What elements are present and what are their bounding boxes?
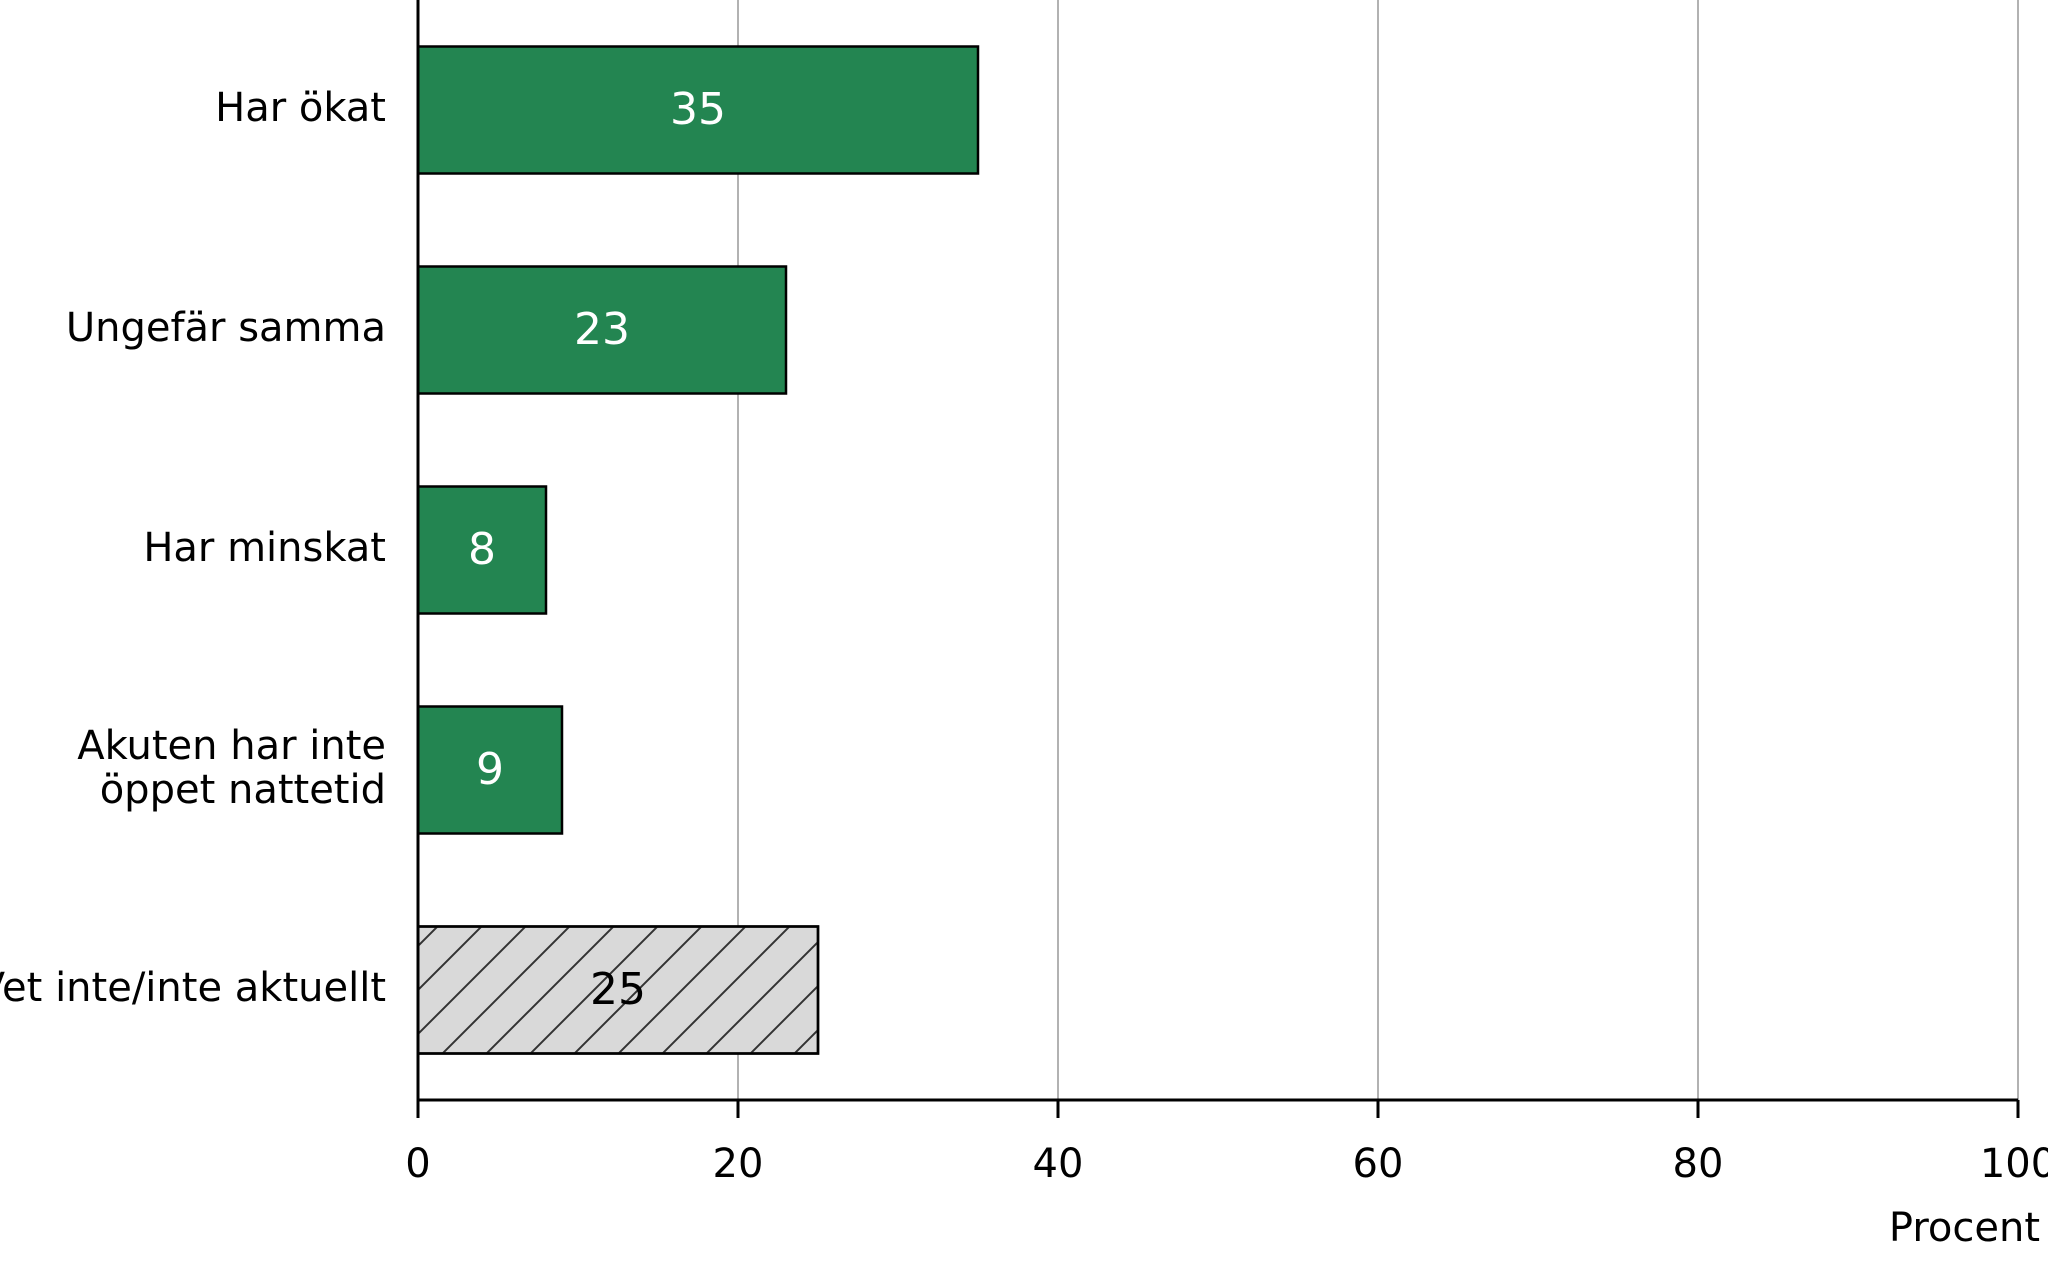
x-tick-label: 100 xyxy=(1980,1141,2048,1187)
value-label: 8 xyxy=(468,524,496,575)
x-tick-label: 20 xyxy=(713,1141,764,1187)
bar xyxy=(416,705,564,835)
value-label: 9 xyxy=(476,744,504,795)
x-tick-label: 60 xyxy=(1353,1141,1404,1187)
y-tick-label: Akuten har inte öppet nattetid xyxy=(77,723,386,813)
bar-hatch xyxy=(416,925,820,1055)
bar xyxy=(416,45,980,175)
value-label: 25 xyxy=(590,964,646,1015)
value-label: 35 xyxy=(670,84,726,135)
y-tick-label: Ungefär samma xyxy=(66,305,386,351)
y-tick-label: Har ökat xyxy=(215,85,386,131)
x-tick-label: 40 xyxy=(1033,1141,1084,1187)
x-tick-label: 80 xyxy=(1673,1141,1724,1187)
x-tick-label: 0 xyxy=(405,1141,430,1187)
bar xyxy=(416,265,788,395)
x-axis-label: Procent xyxy=(1889,1205,2040,1251)
value-label: 23 xyxy=(574,304,630,355)
y-tick-label: Vet inte/inte aktuellt xyxy=(0,965,386,1011)
y-tick-label: Har minskat xyxy=(143,525,386,571)
